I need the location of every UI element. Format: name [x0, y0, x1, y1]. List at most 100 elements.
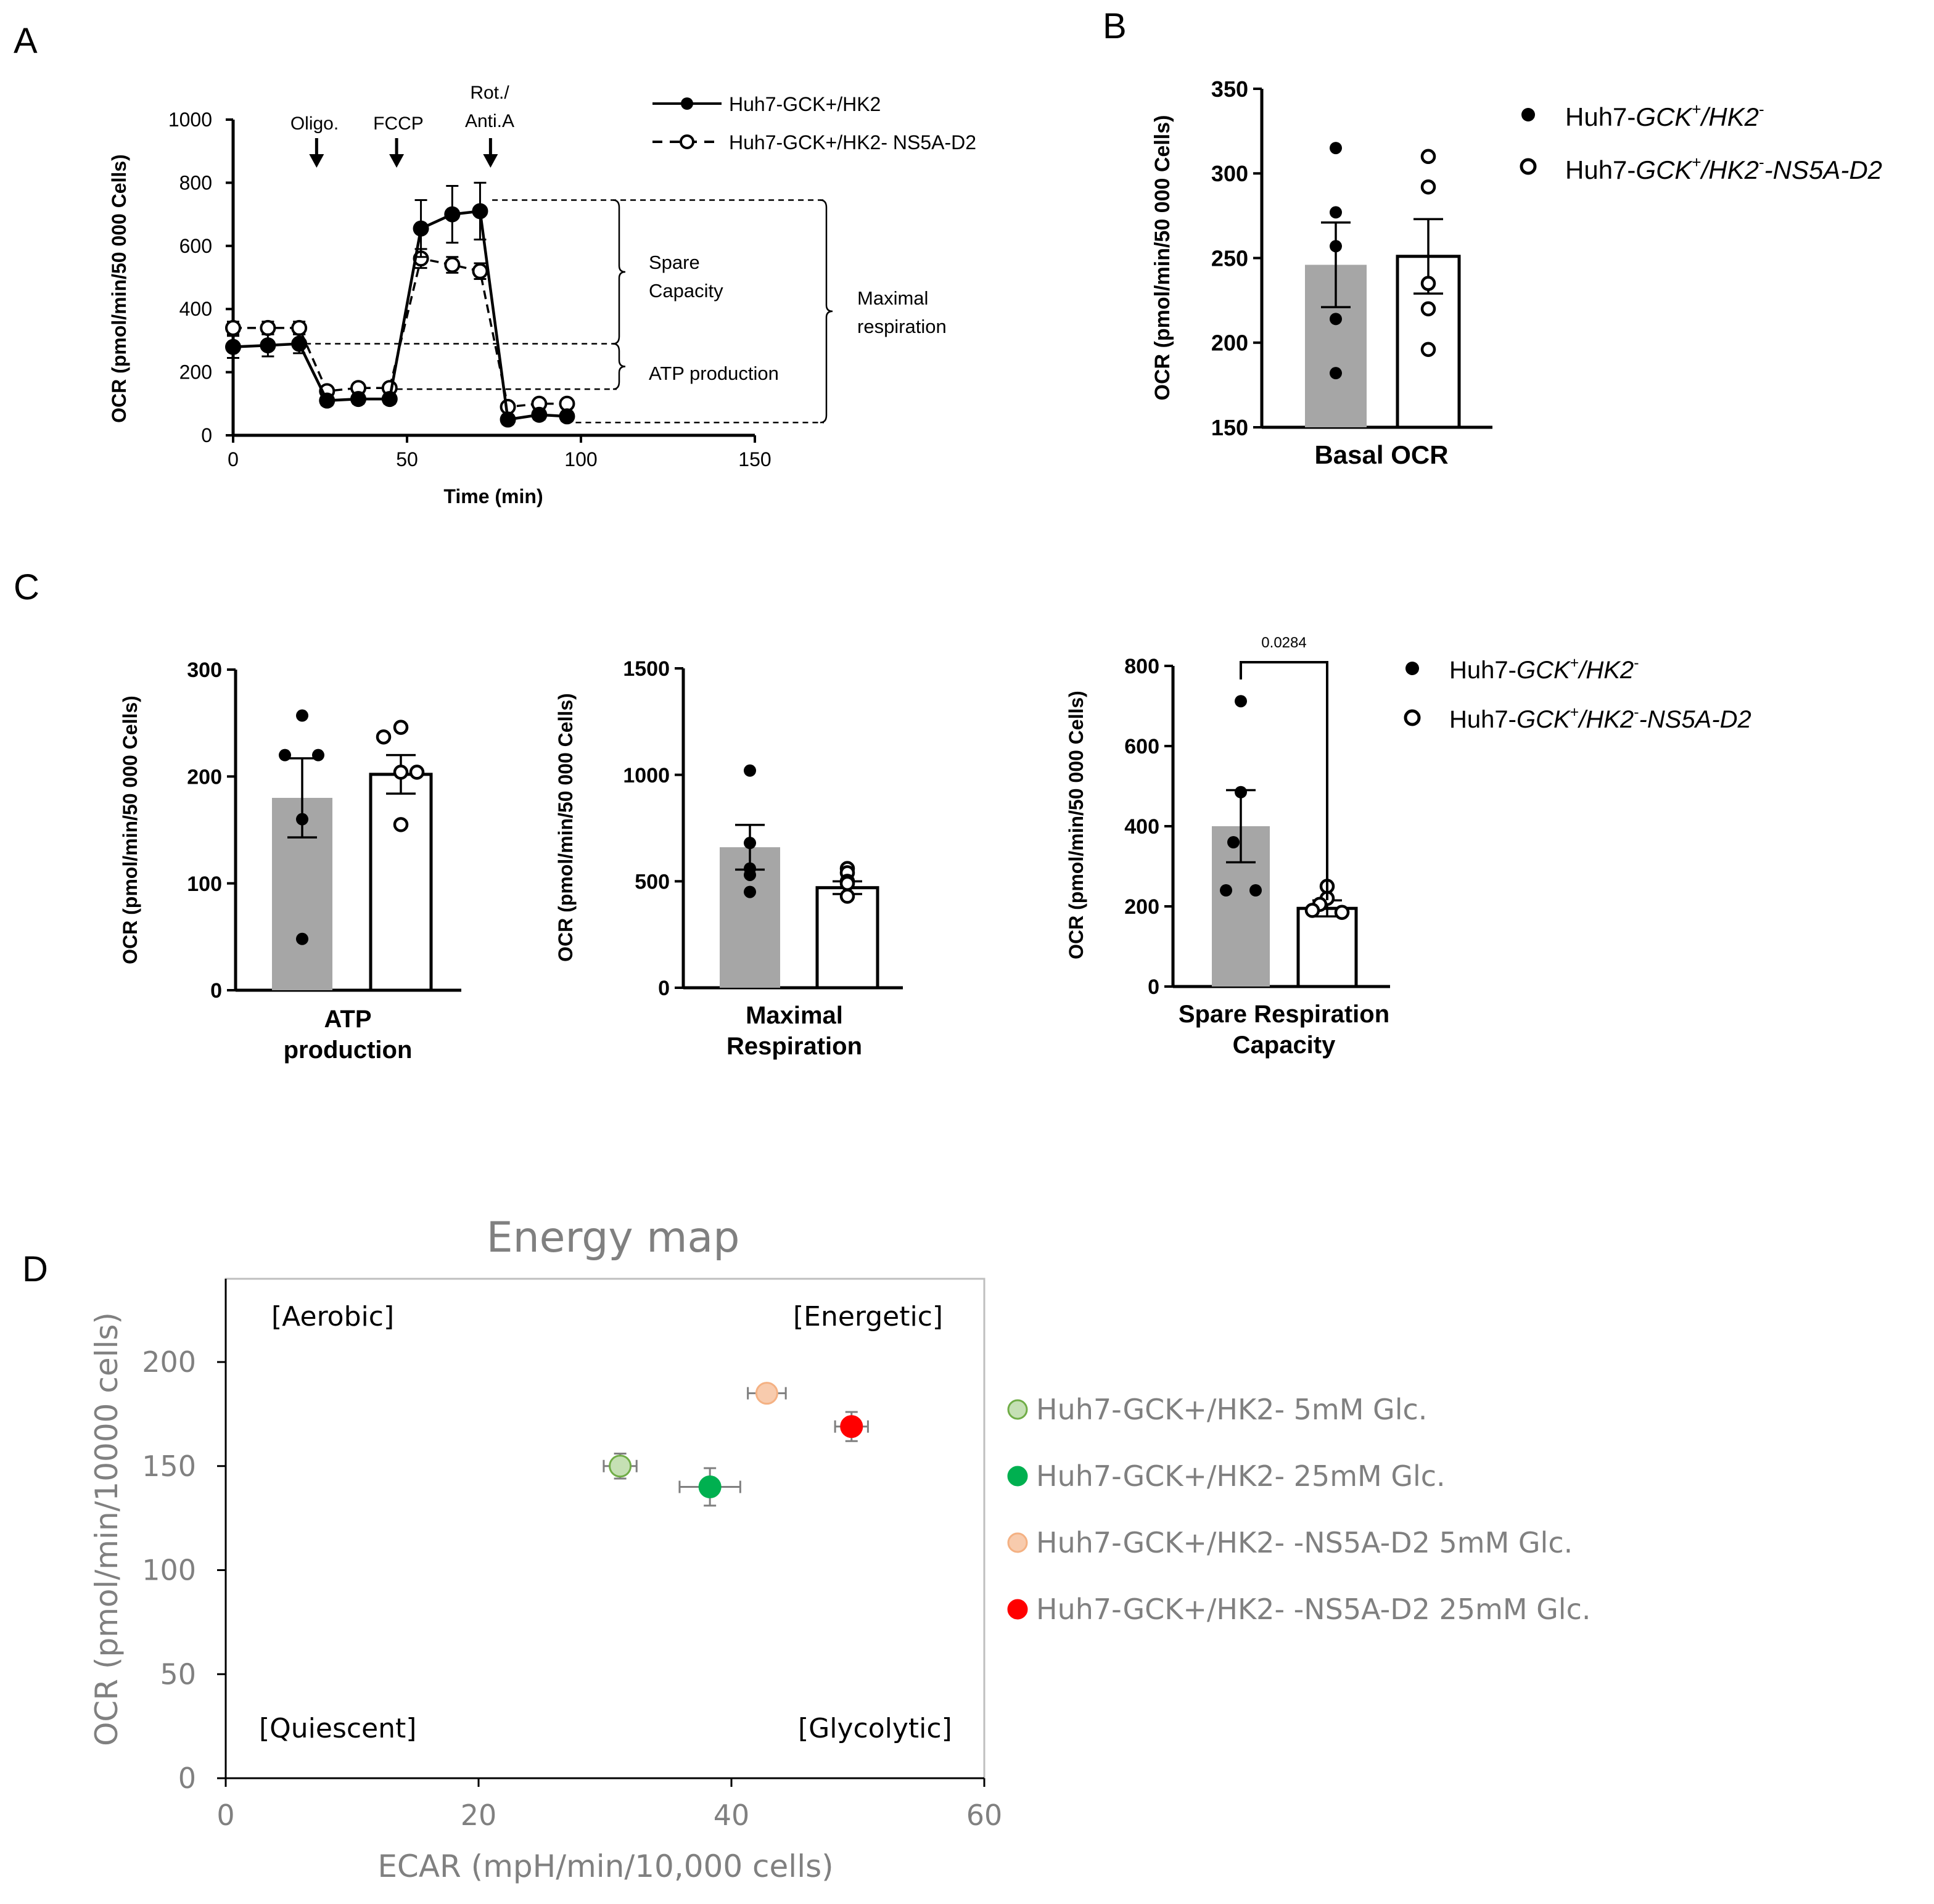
y-tick-label: 300 — [1211, 161, 1248, 186]
panel-label-b: B — [1103, 6, 1127, 46]
panel-b-basal-ocr-bar-chart: 150 200 250 300 350 Basal OCR OCR (pmol/min/… — [1151, 76, 1882, 469]
legend-marker-ns5a — [680, 134, 694, 149]
data-point-2 — [698, 1475, 722, 1498]
legend-label-control: Huh7-GCK+/HK2 — [729, 93, 881, 115]
panel-c1-category-label-line1: ATP — [324, 1006, 371, 1033]
data-point-control — [291, 335, 308, 352]
data-point-control — [444, 206, 461, 223]
data-point-3 — [755, 1382, 778, 1405]
data-point-ns5a — [409, 765, 425, 780]
panel-label-d: D — [22, 1249, 48, 1289]
legend-marker-ns5a — [1520, 158, 1537, 175]
data-point-1 — [609, 1455, 632, 1478]
energy-map-frame — [224, 1278, 986, 1779]
data-point-ns5a — [839, 888, 855, 904]
y-tick-label: 400 — [1124, 815, 1159, 839]
x-tick-label: 0 — [216, 1799, 234, 1832]
injection-arrow-head — [483, 154, 498, 168]
data-point-control — [559, 408, 575, 425]
y-tick-label: 300 — [187, 659, 222, 682]
data-point-control — [1330, 313, 1342, 326]
significance-bracket — [1240, 661, 1328, 900]
panel-c3-y-axis-label: OCR (pmol/min/50 000 Cells) — [1065, 691, 1087, 959]
legend-label-control: Huh7-GCK+/HK2- — [1565, 100, 1764, 131]
y-tick-label: 200 — [1211, 330, 1248, 356]
legend-label-2: Huh7-GCK+/HK2- 25mM Glc. — [1036, 1459, 1446, 1493]
panel-c1-category-label-line2: production — [284, 1036, 413, 1064]
y-tick-label: 150 — [1211, 415, 1248, 440]
injection-label-oligomycin: Oligo. — [290, 113, 339, 134]
quadrant-label-quiescent: [Quiescent] — [259, 1713, 416, 1744]
data-point-ns5a — [1420, 179, 1436, 195]
data-point-ns5a — [472, 263, 488, 279]
data-point-control — [413, 220, 429, 237]
panel-d-x-axis-label: ECAR (mpH/min/10,000 cells) — [377, 1849, 833, 1884]
y-tick-label: 0 — [658, 977, 670, 1000]
x-tick-label: 40 — [714, 1799, 750, 1832]
bar-ns5a — [1296, 906, 1358, 988]
x-tick-label: 0 — [228, 448, 239, 470]
panel-b-legend: Huh7-GCK+/HK2- Huh7-GCK+/HK2--NS5A-D2 — [1520, 100, 1882, 184]
legend-label-control: Huh7-GCK+/HK2- — [1449, 654, 1639, 684]
data-point-control — [1235, 695, 1247, 708]
annotation-atp-production: ATP production — [649, 363, 779, 384]
y-tick-label: 1000 — [168, 109, 212, 131]
y-tick-label: 100 — [187, 872, 222, 896]
x-tick-label: 50 — [396, 448, 418, 470]
data-point-control — [1330, 206, 1342, 219]
y-tick-label: 600 — [179, 235, 212, 257]
data-point-ns5a — [1420, 342, 1436, 357]
data-point-4 — [840, 1415, 863, 1438]
data-point-control — [225, 339, 241, 355]
y-tick-label: 0 — [201, 424, 212, 446]
data-point-control — [350, 391, 367, 408]
y-tick-label: 500 — [635, 871, 670, 894]
series-line-control — [232, 209, 567, 421]
y-tick-label: 1500 — [623, 657, 670, 681]
panel-a-axes: 0 50 100 150 0 200 400 600 800 1000 — [168, 109, 772, 470]
bracket-spare-capacity — [612, 199, 626, 345]
y-tick-label: 250 — [1211, 245, 1248, 271]
data-point-ns5a — [260, 319, 276, 336]
panel-d-energy-map-scatter: 0 20 40 60 0 50 100 150 200 Energy map ECAR (mpH… — [89, 1213, 1591, 1884]
panel-c1-y-axis-label: OCR (pmol/min/50 000 Cells) — [119, 696, 141, 964]
annotation-maximal-respiration-line2: respiration — [857, 316, 947, 337]
legend-label-ns5a: Huh7-GCK+/HK2--NS5A-D2 — [1449, 704, 1751, 733]
data-point-control — [744, 837, 756, 850]
data-point-control — [279, 749, 291, 761]
data-point-control — [312, 749, 324, 761]
bracket-atp-production — [612, 343, 626, 390]
y-tick-label: 200 — [179, 361, 212, 384]
significance-p-value: 0.0284 — [1261, 634, 1306, 651]
panel-b-category-label: Basal OCR — [1314, 440, 1448, 469]
legend-marker-2 — [1007, 1466, 1028, 1487]
data-point-control — [1330, 240, 1342, 253]
panel-c3-plot: 0 200 400 600 800 — [1124, 655, 1390, 999]
data-point-ns5a — [1420, 301, 1436, 317]
data-point-control — [744, 885, 756, 898]
injection-label-fccp: FCCP — [373, 113, 424, 134]
legend-label-ns5a: Huh7-GCK+/HK2- NS5A-D2 — [729, 131, 976, 154]
panel-a-y-axis-label: OCR (pmol/min/50 000 Cells) — [108, 154, 130, 423]
data-point-ns5a — [1304, 903, 1320, 918]
legend-marker-control — [681, 97, 693, 110]
panel-b-y-axis-label: OCR (pmol/min/50 000 Cells) — [1151, 115, 1174, 401]
injection-arrow-head — [389, 154, 405, 168]
bar-ns5a — [369, 773, 433, 992]
y-tick-label: 0 — [210, 979, 222, 1003]
panel-a-oxygen-consumption-line-chart: 0 50 100 150 0 200 400 600 800 1000 Time (min) OC… — [108, 83, 976, 507]
panel-c-spare-respiration-capacity-bar-chart: 0 200 400 600 800 Spare Respiration Capacity… — [1065, 634, 1751, 1059]
panel-c3-category-label-line1: Spare Respiration — [1179, 1001, 1389, 1028]
bracket-maximal-respiration — [820, 199, 833, 424]
data-point-control — [1220, 884, 1232, 897]
injection-label-rotenone: Rot./ — [470, 83, 509, 103]
quadrant-label-glycolytic: [Glycolytic] — [798, 1713, 952, 1744]
legend-marker-control — [1521, 108, 1535, 121]
data-point-control — [472, 203, 488, 220]
energy-map-title: Energy map — [487, 1213, 740, 1262]
legend-label-4: Huh7-GCK+/HK2- -NS5A-D2 25mM Glc. — [1036, 1593, 1591, 1626]
legend-label-ns5a: Huh7-GCK+/HK2--NS5A-D2 — [1565, 153, 1882, 184]
y-tick-label: 600 — [1124, 735, 1159, 758]
y-tick-label: 200 — [1124, 895, 1159, 919]
